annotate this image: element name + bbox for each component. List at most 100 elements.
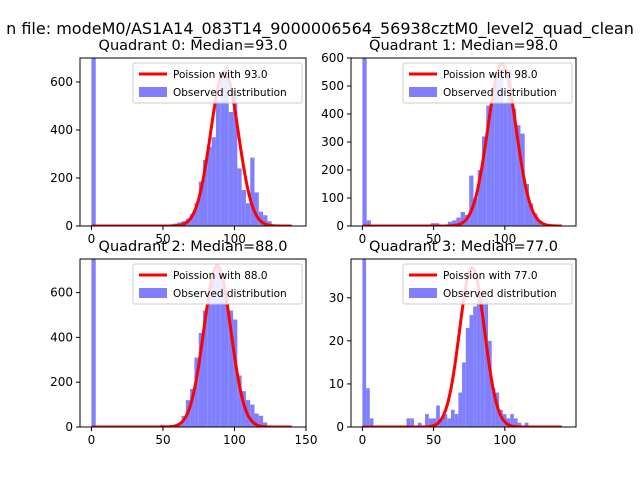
observed-bar bbox=[203, 310, 208, 427]
observed-bar bbox=[469, 175, 474, 226]
panel-2: 0 50 100 150 0 200 400 600 Poission with 88.0 Obs… bbox=[50, 239, 317, 447]
y-tick-label: 30 bbox=[329, 291, 344, 305]
poisson-line bbox=[90, 264, 293, 427]
y-tick-label: 200 bbox=[321, 163, 344, 177]
y-tick-label: 200 bbox=[50, 375, 73, 389]
panel-title: Quadrant 2: Median=88.0 bbox=[99, 239, 288, 255]
legend-bar-label: Observed distribution bbox=[443, 288, 557, 300]
x-tick-label: 100 bbox=[493, 433, 516, 447]
observed-bar bbox=[494, 80, 500, 226]
y-tick-label: 600 bbox=[321, 51, 344, 65]
y-tick-label: 400 bbox=[50, 123, 73, 137]
panel-1: 0 50 100 0 100 200 300 400 500 600 Poission with 9… bbox=[321, 38, 577, 246]
legend: Poission with 77.0 Observed distribution bbox=[402, 263, 573, 305]
x-tick-label: 0 bbox=[88, 232, 96, 246]
figure-suptitle: n file: modeM0/AS1A14_083T14_9000006564_… bbox=[6, 19, 634, 39]
observed-bar bbox=[258, 415, 264, 427]
observed-bar bbox=[410, 418, 414, 427]
legend-box bbox=[402, 263, 573, 305]
observed-bar bbox=[91, 259, 96, 427]
legend-bar-swatch bbox=[139, 288, 167, 298]
plot-area bbox=[90, 259, 293, 427]
observed-bar bbox=[220, 276, 225, 427]
legend-bar-swatch bbox=[409, 288, 437, 298]
x-tick-label: 0 bbox=[88, 433, 96, 447]
x-tick-label: 50 bbox=[426, 433, 441, 447]
legend: Poission with 98.0 Observed distribution bbox=[402, 62, 573, 104]
observed-bar bbox=[362, 259, 367, 427]
panel-3: 0 50 100 0 10 20 30 Poission with 77.0 Observed … bbox=[329, 239, 577, 447]
y-tick-label: 10 bbox=[329, 377, 344, 391]
observed-bar bbox=[190, 214, 195, 226]
observed-bar bbox=[529, 203, 534, 226]
legend-bar-swatch bbox=[139, 87, 167, 97]
observed-bar bbox=[533, 213, 538, 226]
poisson-line bbox=[90, 69, 293, 226]
legend-line-label: Poission with 93.0 bbox=[173, 69, 268, 81]
observed-bar bbox=[428, 418, 433, 427]
observed-bar bbox=[237, 168, 242, 226]
observed-bar bbox=[439, 418, 444, 427]
observed-bar bbox=[203, 160, 208, 226]
observed-bar bbox=[267, 221, 272, 226]
y-tick-label: 500 bbox=[321, 79, 344, 93]
observed-bar bbox=[220, 77, 225, 226]
observed-bar bbox=[465, 327, 470, 427]
observed-bar bbox=[482, 136, 487, 226]
legend-line-label: Poission with 77.0 bbox=[443, 270, 538, 282]
observed-bar bbox=[198, 332, 204, 427]
legend-bar-label: Observed distribution bbox=[173, 288, 287, 300]
observed-bar bbox=[491, 388, 496, 427]
observed-bar bbox=[520, 133, 525, 226]
y-tick-label: 0 bbox=[65, 219, 73, 233]
y-tick-label: 0 bbox=[65, 420, 73, 434]
axes-frame bbox=[350, 258, 577, 428]
observed-bar bbox=[452, 220, 457, 226]
panel-title: Quadrant 3: Median=77.0 bbox=[369, 239, 558, 255]
observed-bar bbox=[456, 217, 461, 226]
x-tick-label: 0 bbox=[359, 433, 367, 447]
legend-box bbox=[402, 62, 573, 104]
observed-bar bbox=[513, 418, 518, 427]
observed-bar bbox=[524, 422, 529, 427]
legend-bar-label: Observed distribution bbox=[173, 87, 287, 99]
observed-bar bbox=[366, 220, 371, 226]
observed-bar bbox=[237, 375, 242, 427]
observed-bar bbox=[224, 65, 229, 226]
legend: Poission with 93.0 Observed distribution bbox=[132, 62, 303, 104]
observed-bar bbox=[263, 215, 268, 226]
observed-bar bbox=[443, 414, 448, 427]
legend-box bbox=[132, 263, 303, 305]
observed-bar bbox=[211, 274, 216, 427]
observed-bar bbox=[215, 100, 221, 226]
y-tick-label: 0 bbox=[336, 420, 344, 434]
observed-bar bbox=[486, 105, 491, 226]
observed-bar bbox=[490, 94, 495, 226]
observed-bar bbox=[241, 190, 246, 226]
observed-bar bbox=[215, 265, 221, 427]
observed-bar bbox=[362, 58, 367, 226]
legend-bar-swatch bbox=[409, 87, 437, 97]
legend-line-label: Poission with 98.0 bbox=[443, 69, 538, 81]
y-tick-label: 20 bbox=[329, 334, 344, 348]
x-tick-label: 100 bbox=[493, 232, 516, 246]
observed-bar bbox=[241, 391, 246, 427]
observed-bar bbox=[503, 102, 508, 226]
observed-bar bbox=[436, 405, 440, 427]
observed-bar bbox=[254, 413, 259, 427]
observed-bar bbox=[194, 357, 199, 427]
observed-bar bbox=[228, 310, 234, 427]
y-tick-label: 0 bbox=[336, 219, 344, 233]
observed-bar bbox=[511, 108, 517, 226]
observed-bar bbox=[487, 340, 492, 427]
plot-area bbox=[90, 58, 293, 226]
y-tick-label: 200 bbox=[50, 171, 73, 185]
observed-bar bbox=[198, 181, 204, 226]
observed-bar bbox=[254, 192, 259, 226]
observed-bar bbox=[258, 211, 264, 226]
observed-bar bbox=[516, 125, 521, 226]
observed-bar bbox=[473, 198, 478, 226]
observed-bar bbox=[91, 58, 96, 226]
observed-bar bbox=[366, 388, 370, 427]
x-tick-label: 50 bbox=[155, 232, 170, 246]
